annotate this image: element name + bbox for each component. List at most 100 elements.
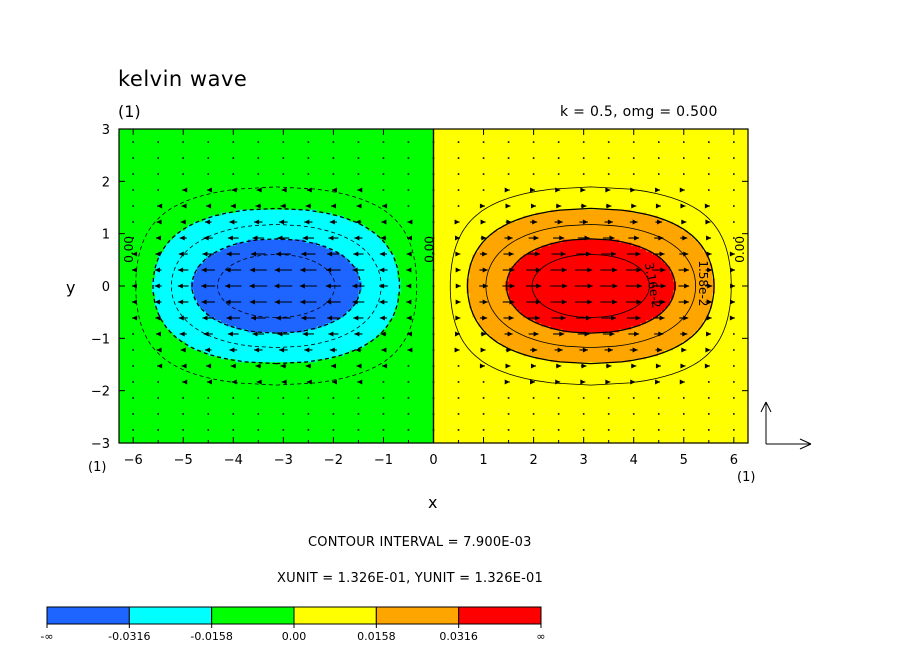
vector-arrowhead	[225, 299, 231, 305]
vector-arrowhead	[274, 267, 280, 273]
field-cell	[673, 347, 749, 351]
field-cell	[691, 335, 749, 339]
field-cell	[119, 188, 435, 193]
vector-dot	[257, 429, 260, 431]
vector-dot	[407, 141, 410, 143]
vector-arrowhead	[352, 267, 358, 273]
vector-arrowhead	[201, 299, 207, 305]
vector-dot	[632, 141, 635, 143]
vector-arrowhead	[255, 203, 261, 209]
vector-dot	[232, 141, 235, 143]
field-cell	[160, 317, 216, 321]
vector-arrowhead	[275, 251, 281, 257]
field-cell	[202, 350, 351, 354]
field-cell	[119, 179, 435, 184]
field-cell	[119, 425, 435, 429]
vector-arrowhead	[634, 331, 640, 337]
vector-arrowhead	[533, 235, 539, 241]
field-cell	[119, 347, 195, 351]
vector-dot	[332, 397, 335, 399]
vector-dot	[132, 333, 134, 335]
field-cell	[433, 302, 471, 307]
vector-dot	[207, 429, 210, 431]
field-cell	[433, 200, 749, 205]
field-cell	[358, 272, 399, 277]
field-cell	[304, 329, 384, 333]
vector-arrowhead	[454, 347, 460, 353]
field-cell	[673, 296, 713, 301]
field-cell	[433, 317, 477, 321]
vector-dot	[708, 173, 710, 175]
field-cell	[658, 215, 749, 220]
vector-arrowhead	[535, 267, 541, 273]
vector-arrowhead	[683, 251, 689, 257]
vector-dot	[507, 397, 510, 399]
field-cell	[119, 191, 435, 196]
field-cell	[226, 245, 327, 250]
vector-arrowhead	[356, 203, 362, 209]
vector-arrowhead	[225, 267, 231, 273]
field-cell	[472, 311, 521, 316]
vector-dot	[207, 141, 210, 143]
x-tick-label: 0	[429, 453, 437, 468]
field-cell	[433, 377, 749, 381]
field-cell	[119, 209, 237, 214]
field-cell	[157, 308, 204, 313]
field-cell	[469, 293, 509, 298]
field-cell	[119, 428, 435, 432]
vector-dot	[382, 141, 385, 143]
field-cell	[247, 329, 306, 333]
vector-dot	[557, 429, 560, 431]
vector-arrowhead	[379, 267, 385, 273]
vector-arrowhead	[730, 267, 736, 273]
field-cell	[187, 224, 366, 229]
vector-dot	[682, 141, 685, 143]
vector-dot	[307, 157, 310, 159]
field-cell	[433, 185, 749, 190]
x-tick-label: 3	[580, 453, 588, 468]
vector-dot	[457, 381, 460, 383]
vector-arrowhead	[182, 379, 188, 385]
field-cell	[331, 248, 390, 253]
field-cell	[700, 242, 749, 247]
field-cell	[670, 302, 713, 307]
contour-line-positive	[449, 186, 732, 386]
field-cell	[433, 266, 471, 271]
field-cell	[433, 221, 509, 226]
vector-arrowhead	[680, 363, 686, 369]
field-cell	[119, 212, 222, 217]
field-cell	[119, 341, 186, 345]
vector-arrowhead	[304, 219, 310, 225]
field-cell	[433, 194, 749, 199]
vector-dot	[733, 413, 735, 415]
field-cell	[119, 215, 210, 220]
vector-dot	[157, 189, 159, 191]
field-cell	[433, 257, 474, 262]
field-cell	[433, 365, 749, 369]
field-cell	[226, 323, 327, 327]
vector-arrowhead	[706, 315, 712, 321]
field-cell	[619, 239, 698, 244]
vector-arrowhead	[356, 363, 362, 369]
field-cell	[119, 335, 177, 339]
vector-arrowhead	[455, 299, 461, 305]
field-cell	[235, 242, 318, 247]
vector-arrowhead	[154, 283, 160, 289]
vector-dot	[432, 301, 435, 303]
field-cell	[433, 374, 749, 378]
vector-dot	[182, 141, 185, 143]
field-cell	[175, 335, 378, 339]
vector-dot	[482, 189, 485, 191]
field-cell	[394, 308, 435, 313]
vector-arrowhead	[304, 347, 310, 353]
vector-arrowhead	[729, 251, 735, 257]
field-cell	[316, 209, 435, 214]
field-cell	[119, 386, 435, 390]
field-cell	[119, 434, 435, 438]
vector-dot	[157, 397, 159, 399]
field-cell	[119, 296, 156, 301]
field-cell	[358, 296, 399, 301]
field-cell	[119, 410, 435, 414]
vector-arrowhead	[407, 235, 413, 241]
vector-arrowhead	[156, 219, 162, 225]
